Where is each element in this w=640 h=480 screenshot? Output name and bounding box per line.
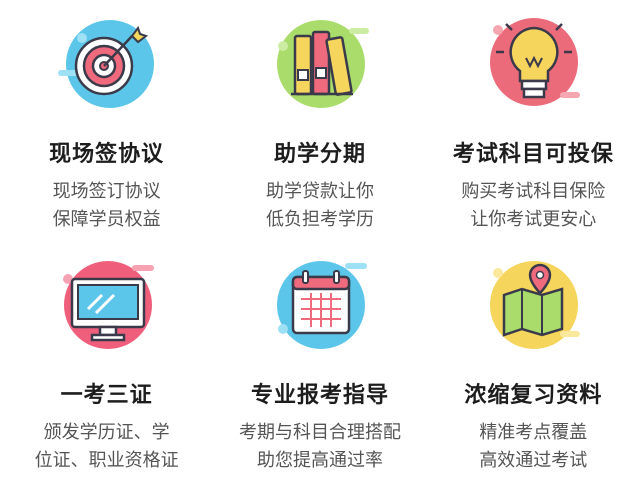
target-icon: [52, 8, 162, 118]
description-line: 保障学员权益: [52, 209, 161, 230]
feature-description: 购买考试科目保险 让你考试更安心: [461, 178, 605, 234]
feature-card: 助学分期 助学贷款让你 低负担考学历: [213, 0, 426, 245]
description-line: 现场签订协议: [52, 181, 161, 202]
feature-title: 浓缩复习资料: [464, 383, 603, 408]
description-line: 低负担考学历: [265, 209, 374, 230]
lightbulb-icon: [478, 8, 588, 118]
feature-title: 考试科目可投保: [452, 142, 614, 167]
description-line: 考期与科目合理搭配: [238, 422, 401, 443]
monitor-icon: [52, 249, 162, 359]
feature-description: 考期与科目合理搭配 助您提高通过率: [239, 419, 401, 475]
map-icon: [478, 249, 588, 359]
feature-card: 现场签协议 现场签订协议 保障学员权益: [0, 0, 213, 245]
feature-description: 现场签订协议 保障学员权益: [53, 178, 161, 234]
feature-card: 考试科目可投保 购买考试科目保险 让你考试更安心: [427, 0, 640, 245]
binders-icon: [265, 8, 375, 118]
description-line: 购买考试科目保险: [461, 181, 606, 202]
feature-description: 助学贷款让你 低负担考学历: [266, 178, 374, 234]
feature-title: 专业报考指导: [250, 383, 389, 408]
description-line: 颁发学历证、学: [43, 422, 170, 443]
feature-description: 颁发学历证、学 位证、职业资格证: [35, 419, 179, 475]
description-line: 助您提高通过率: [256, 450, 383, 471]
feature-title: 一考三证: [60, 383, 153, 408]
description-line: 让你考试更安心: [470, 209, 597, 230]
calendar-icon: [265, 249, 375, 359]
description-line: 精准考点覆盖: [479, 422, 588, 443]
description-line: 助学贷款让你: [265, 181, 374, 202]
feature-title: 现场签协议: [49, 142, 165, 167]
feature-card: 专业报考指导 考期与科目合理搭配 助您提高通过率: [213, 245, 426, 480]
feature-title: 助学分期: [273, 142, 366, 167]
feature-card: 一考三证 颁发学历证、学 位证、职业资格证: [0, 245, 213, 480]
description-line: 高效通过考试: [479, 450, 588, 471]
feature-description: 精准考点覆盖 高效通过考试: [479, 419, 587, 475]
description-line: 位证、职业资格证: [34, 450, 179, 471]
feature-card: 浓缩复习资料 精准考点覆盖 高效通过考试: [427, 245, 640, 480]
